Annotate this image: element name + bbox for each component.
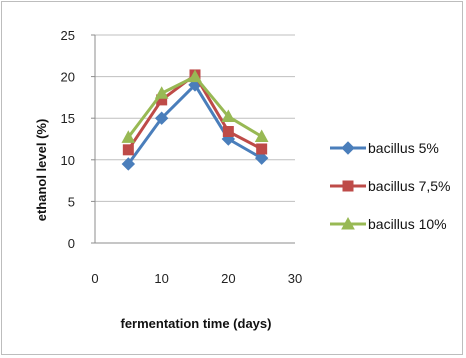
y-tick-label: 10 (61, 153, 75, 168)
data-point (188, 69, 202, 83)
data-point (121, 130, 136, 143)
x-tick-label: 30 (288, 271, 302, 286)
data-point (221, 109, 236, 123)
y-tick-label: 20 (61, 70, 75, 85)
data-point (256, 143, 268, 155)
legend-item: bacillus 7,5% (330, 178, 451, 194)
y-tick-label: 5 (68, 194, 75, 209)
legend-label: bacillus 5% (368, 140, 439, 156)
series-3 (121, 69, 269, 143)
data-point (154, 111, 169, 125)
data-point (254, 151, 269, 165)
legend-label: bacillus 10% (368, 216, 447, 232)
legend-swatch-marker (342, 180, 354, 192)
y-tick-labels: 0 5 10 15 20 25 (61, 28, 75, 251)
data-point (122, 144, 134, 156)
legend-swatch-marker (341, 216, 355, 230)
y-tick-label: 0 (68, 236, 75, 251)
x-axis-label: fermentation time (days) (121, 316, 272, 331)
y-tick-label: 15 (61, 111, 75, 126)
y-axis-label: ethanol level (%) (34, 119, 49, 222)
x-tick-labels: 0 10 20 30 (91, 271, 302, 286)
legend-swatch-marker (341, 141, 355, 155)
gridlines (95, 34, 295, 202)
x-tick-label: 10 (154, 271, 168, 286)
legend-item: bacillus 5% (330, 140, 439, 156)
data-point (154, 86, 169, 99)
series-lines (121, 69, 269, 171)
x-tick-label: 0 (91, 271, 98, 286)
y-tick-label: 25 (61, 28, 75, 43)
legend-item: bacillus 10% (330, 216, 447, 232)
data-point (222, 126, 234, 138)
x-tick-label: 20 (221, 271, 235, 286)
legend-label: bacillus 7,5% (368, 178, 451, 194)
legend: bacillus 5% bacillus 7,5% bacillus 10% (330, 140, 451, 232)
data-point (121, 157, 136, 171)
axes (91, 34, 295, 244)
data-point (254, 129, 269, 143)
